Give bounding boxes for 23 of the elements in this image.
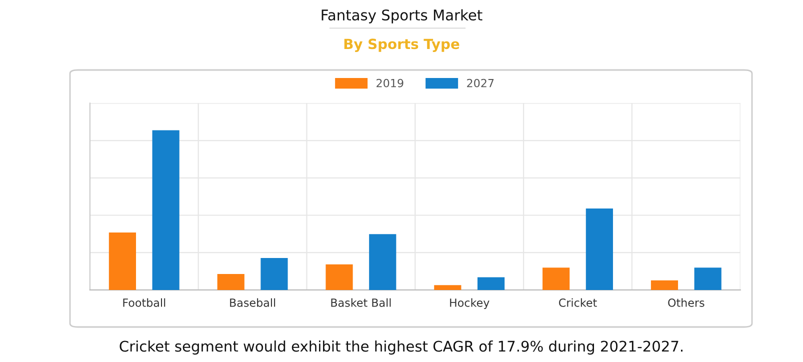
bar — [586, 208, 613, 290]
legend-label: 2027 — [467, 78, 494, 88]
bar — [217, 274, 244, 290]
bar — [694, 268, 722, 290]
bar — [369, 234, 396, 290]
x-tick-label: Football — [123, 298, 166, 307]
legend-label: 2019 — [376, 78, 404, 88]
chart-subtitle: By Sports Type — [344, 38, 460, 52]
x-tick-label: Baseball — [230, 298, 276, 307]
chart-title: Fantasy Sports Market — [322, 9, 482, 24]
bar — [434, 285, 462, 290]
bar — [542, 268, 570, 290]
x-tick-label: Others — [668, 298, 704, 307]
bar — [152, 130, 180, 290]
bar — [326, 264, 353, 290]
bar — [108, 232, 136, 290]
bar — [260, 258, 288, 290]
x-tick-label: Hockey — [450, 298, 490, 310]
x-tick-label: Basket Ball — [331, 298, 391, 307]
bar — [650, 280, 678, 290]
bar — [477, 277, 505, 290]
x-tick-label: Cricket — [559, 298, 597, 307]
text: Cricket segment would exhibit the highest CAGR of 17.9% during 2021-2027. — [120, 340, 683, 355]
